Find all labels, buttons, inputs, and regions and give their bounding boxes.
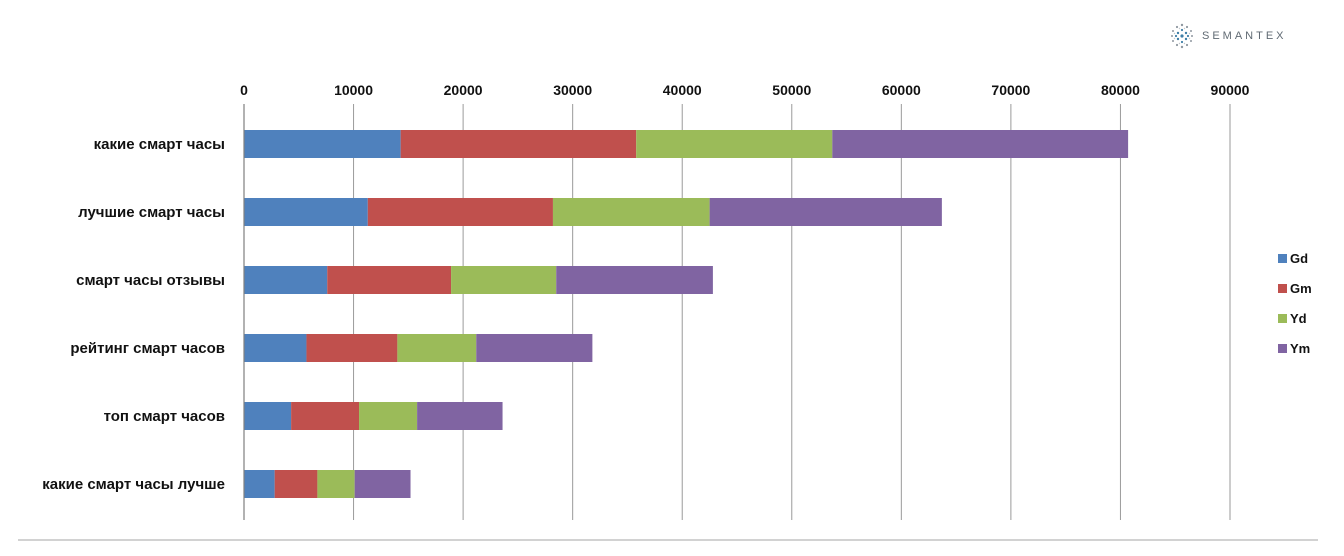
- bar-Ym-1: [709, 198, 942, 226]
- dotted-globe-icon: [1171, 23, 1193, 49]
- x-tick-label-10000: 10000: [334, 82, 373, 98]
- legend-swatch-Gd: [1278, 254, 1287, 263]
- bar-Yd-3: [397, 334, 477, 362]
- legend-label-Gd: Gd: [1290, 251, 1308, 266]
- bars: [244, 130, 1129, 498]
- x-tick-label-20000: 20000: [444, 82, 483, 98]
- x-tick-label-50000: 50000: [772, 82, 811, 98]
- category-labels: какие смарт часы лучшие смарт часы смарт ч…: [42, 136, 225, 493]
- category-label-3: рейтинг смарт часов: [70, 340, 225, 357]
- bar-Ym-5: [354, 470, 411, 498]
- bar-Gm-1: [367, 198, 553, 226]
- bar-Ym-0: [832, 130, 1129, 158]
- bar-Gm-4: [291, 402, 360, 430]
- bar-Ym-3: [476, 334, 593, 362]
- category-label-5: какие смарт часы лучше: [42, 476, 225, 493]
- x-tick-label-80000: 80000: [1101, 82, 1140, 98]
- legend-label-Ym: Ym: [1290, 341, 1310, 356]
- category-label-1: лучшие смарт часы: [78, 204, 225, 221]
- bar-Gm-5: [274, 470, 318, 498]
- bar-Gd-3: [244, 334, 307, 362]
- x-tick-label-0: 0: [240, 82, 248, 98]
- bar-Gd-0: [244, 130, 401, 158]
- gridlines: [353, 104, 1231, 520]
- x-tick-label-30000: 30000: [553, 82, 592, 98]
- x-tick-label-60000: 60000: [882, 82, 921, 98]
- bar-Yd-4: [359, 402, 418, 430]
- x-axis-ticks: 0 10000 20000 30000 40000 50000 60000 70000 8000…: [240, 82, 1250, 98]
- x-tick-label-70000: 70000: [991, 82, 1030, 98]
- bar-Yd-0: [636, 130, 833, 158]
- brand-logo: SEMANTEX: [1168, 22, 1287, 50]
- bar-Gd-5: [244, 470, 275, 498]
- legend-swatch-Yd: [1278, 314, 1287, 323]
- brand-name: SEMANTEX: [1202, 30, 1287, 42]
- category-label-2: смарт часы отзывы: [76, 272, 225, 289]
- bar-Gd-1: [244, 198, 368, 226]
- bar-Gd-4: [244, 402, 292, 430]
- legend-label-Yd: Yd: [1290, 311, 1307, 326]
- bar-Gm-0: [400, 130, 637, 158]
- bar-Yd-1: [552, 198, 710, 226]
- x-tick-label-40000: 40000: [663, 82, 702, 98]
- axes: [18, 104, 1318, 541]
- bar-Ym-2: [556, 266, 713, 294]
- bar-Gm-3: [306, 334, 398, 362]
- x-tick-label-90000: 90000: [1211, 82, 1250, 98]
- legend-swatch-Gm: [1278, 284, 1287, 293]
- legend-swatch-Ym: [1278, 344, 1287, 353]
- bar-Gm-2: [327, 266, 452, 294]
- legend-label-Gm: Gm: [1290, 281, 1312, 296]
- legend: Gd Gm Yd Ym: [1278, 251, 1312, 356]
- bar-Ym-4: [417, 402, 503, 430]
- bar-Yd-2: [451, 266, 557, 294]
- category-label-4: топ смарт часов: [104, 408, 225, 425]
- bar-Gd-2: [244, 266, 328, 294]
- bar-Yd-5: [317, 470, 355, 498]
- category-label-0: какие смарт часы: [94, 136, 225, 153]
